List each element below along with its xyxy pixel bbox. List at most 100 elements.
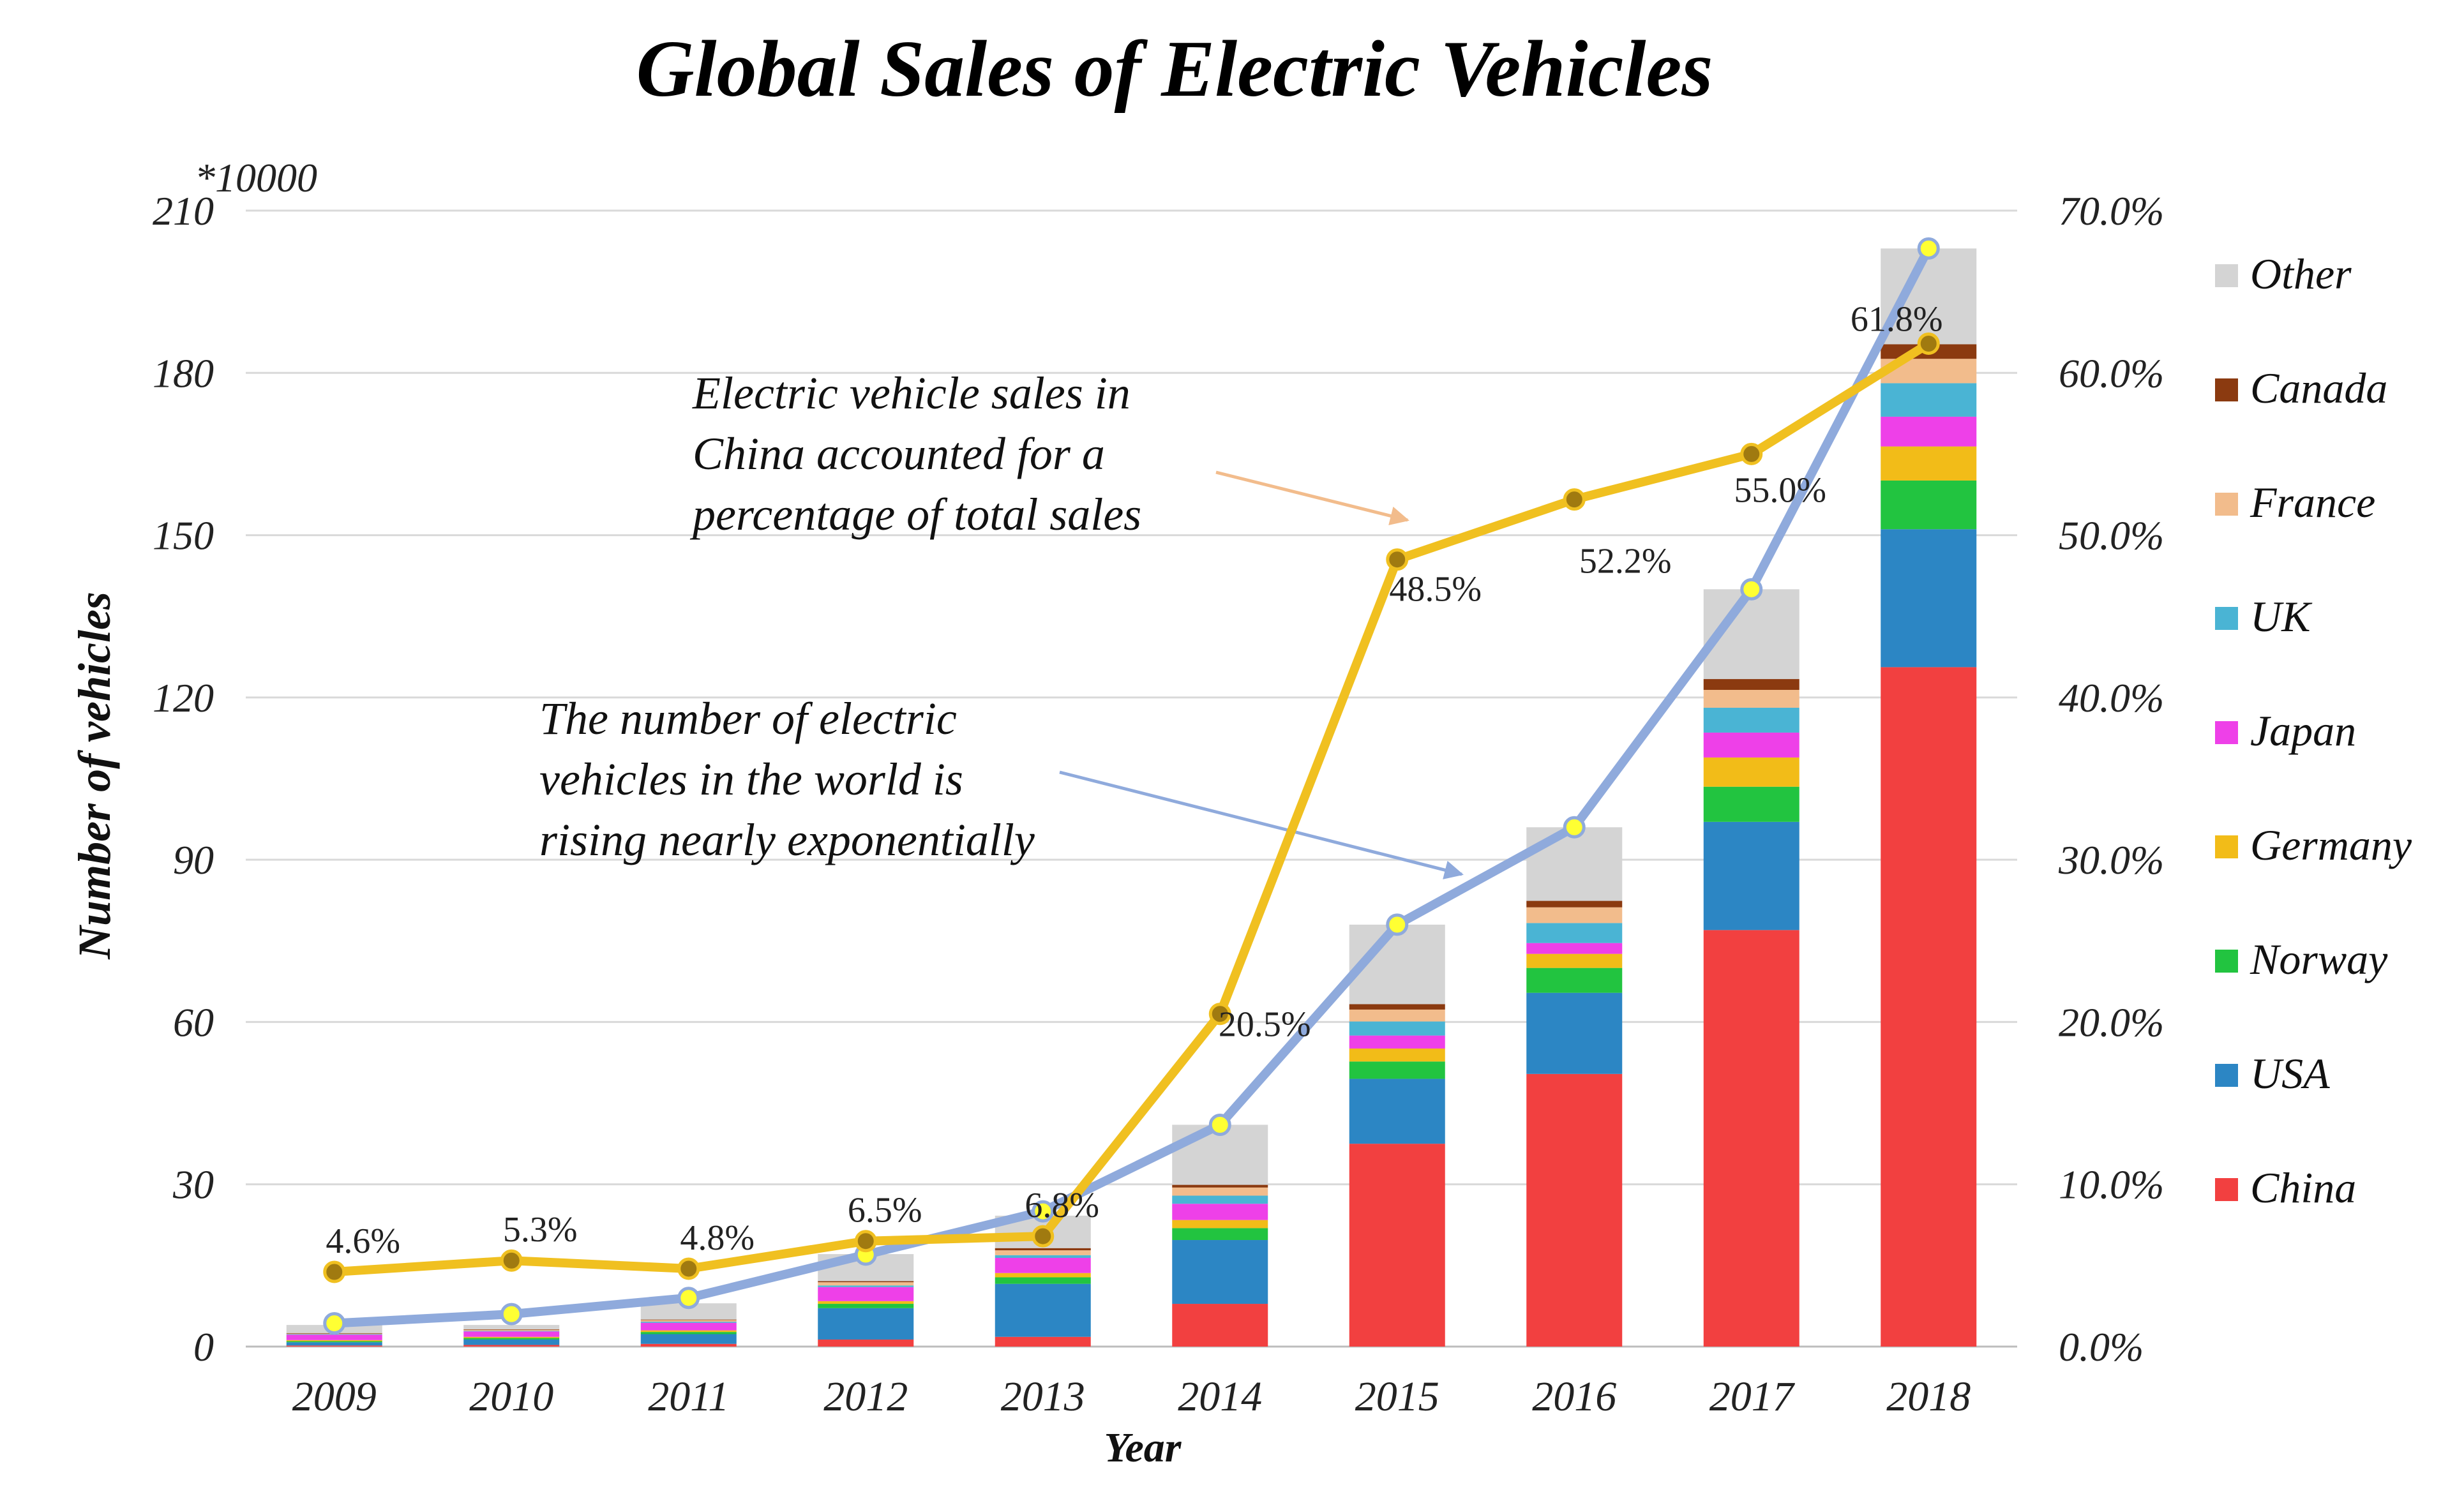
- marker-china-share-of-total-sales-2016: [1563, 488, 1586, 511]
- legend-label-france: France: [2250, 478, 2375, 527]
- bar-canada-2017: [1703, 679, 1799, 690]
- bar-canada-2015: [1349, 1004, 1445, 1010]
- bar-germany-2009: [286, 1340, 382, 1341]
- bar-uk-2013: [995, 1255, 1091, 1258]
- marker-total-ev-sales-2018: [1917, 237, 1940, 260]
- legend-label-canada: Canada: [2250, 364, 2387, 412]
- legend-label-japan: Japan: [2250, 706, 2356, 755]
- bar-germany-2014: [1172, 1220, 1268, 1229]
- bar-other-2016: [1526, 827, 1623, 901]
- bar-france-2017: [1703, 689, 1799, 708]
- line-china-share-of-total-sales: [329, 339, 1934, 1277]
- x-tick-2014: 2014: [1178, 1373, 1262, 1420]
- bar-japan-2016: [1526, 943, 1623, 954]
- data-label-2018: 61.8%: [1851, 300, 1943, 340]
- legend-label-china: China: [2250, 1163, 2356, 1212]
- bar-japan-2017: [1703, 732, 1799, 758]
- bar-china-2012: [818, 1339, 914, 1347]
- bar-germany-2015: [1349, 1048, 1445, 1062]
- bar-france-2012: [818, 1282, 914, 1286]
- x-tick-2011: 2011: [648, 1373, 729, 1420]
- marker-china-share-of-total-sales-2015: [1386, 548, 1409, 571]
- bar-japan-2015: [1349, 1035, 1445, 1049]
- legend-swatch-china: [2215, 1178, 2238, 1201]
- bar-germany-2017: [1703, 757, 1799, 787]
- marker-china-share-of-total-sales-2012: [854, 1230, 877, 1253]
- bar-usa-2016: [1526, 992, 1623, 1074]
- bar-france-2013: [995, 1250, 1091, 1255]
- y2-tick-20-0-: 20.0%: [2059, 999, 2164, 1045]
- data-label-2013: 6.8%: [1025, 1186, 1099, 1225]
- bar-germany-2013: [995, 1273, 1091, 1278]
- legend-label-uk: UK: [2250, 592, 2313, 641]
- data-label-2014: 20.5%: [1219, 1005, 1311, 1045]
- legend-label-germany: Germany: [2250, 821, 2412, 869]
- bar-uk-2016: [1526, 923, 1623, 943]
- bar-china-2011: [640, 1343, 737, 1347]
- annotations: Electric vehicle sales in China accounte…: [539, 368, 1464, 879]
- marker-china-share-of-total-sales-2009: [323, 1260, 346, 1283]
- data-label-2009: 4.6%: [326, 1221, 400, 1261]
- bar-norway-2017: [1703, 786, 1799, 822]
- marker-total-ev-sales-2014: [1208, 1113, 1231, 1136]
- bar-china-2013: [995, 1336, 1091, 1347]
- bar-france-2016: [1526, 907, 1623, 923]
- bar-china-2017: [1703, 930, 1799, 1347]
- data-label-2012: 6.5%: [848, 1191, 922, 1230]
- bar-china-2016: [1526, 1073, 1623, 1347]
- bar-uk-2012: [818, 1285, 914, 1287]
- x-tick-2010: 2010: [469, 1373, 553, 1420]
- bar-norway-2012: [818, 1304, 914, 1308]
- bar-norway-2010: [463, 1338, 560, 1340]
- bar-germany-2018: [1881, 446, 1977, 481]
- annotation-china-share-arrow: [1215, 470, 1409, 526]
- bar-germany-2012: [818, 1301, 914, 1304]
- marker-total-ev-sales-2009: [323, 1312, 346, 1335]
- bar-other-2010: [463, 1325, 560, 1329]
- legend-label-norway: Norway: [2250, 935, 2388, 983]
- y-tick-180: 180: [153, 350, 214, 396]
- data-label-2017: 55.0%: [1734, 470, 1826, 510]
- bar-japan-2013: [995, 1257, 1091, 1273]
- data-label-2016: 52.2%: [1579, 542, 1672, 581]
- marker-china-share-of-total-sales-2014: [1208, 1003, 1231, 1026]
- x-tick-2012: 2012: [823, 1373, 908, 1420]
- bar-japan-2012: [818, 1287, 914, 1301]
- bar-canada-2013: [995, 1248, 1091, 1251]
- annotation-china-share-line-2: China accounted for a: [693, 428, 1105, 479]
- legend-swatch-norway: [2215, 950, 2238, 973]
- marker-total-ev-sales-2017: [1740, 578, 1763, 601]
- bar-other-2018: [1881, 248, 1977, 345]
- bar-norway-2016: [1526, 967, 1623, 993]
- y2-tick-10-0-: 10.0%: [2059, 1162, 2164, 1207]
- bar-china-2009: [286, 1345, 382, 1347]
- y-tick-0: 0: [193, 1324, 214, 1370]
- bar-uk-2015: [1349, 1021, 1445, 1036]
- bar-usa-2012: [818, 1308, 914, 1340]
- bar-japan-2009: [286, 1334, 382, 1340]
- bar-uk-2017: [1703, 707, 1799, 733]
- bar-uk-2018: [1881, 383, 1977, 417]
- annotation-world-total: The number of electric vehicles in the w…: [539, 693, 1464, 879]
- marker-total-ev-sales-2016: [1563, 816, 1586, 839]
- data-label-2011: 4.8%: [680, 1218, 755, 1258]
- y-tick-120: 120: [153, 675, 214, 721]
- data-label-2010: 5.3%: [503, 1210, 578, 1250]
- bar-canada-2012: [818, 1281, 914, 1283]
- bar-norway-2009: [286, 1341, 382, 1343]
- x-tick-2018: 2018: [1886, 1373, 1971, 1420]
- annotation-china-share: Electric vehicle sales in China accounte…: [689, 368, 1409, 540]
- annotation-world-total-line-2: vehicles in the world is: [539, 754, 963, 805]
- marker-china-share-of-total-sales-2010: [500, 1249, 523, 1272]
- bar-china-2018: [1881, 667, 1977, 1347]
- x-tick-2015: 2015: [1355, 1373, 1439, 1420]
- legend-swatch-uk: [2215, 607, 2238, 630]
- bar-uk-2014: [1172, 1195, 1268, 1204]
- legend-label-usa: USA: [2250, 1049, 2330, 1098]
- y2-axis-ticks: 0.0% 10.0% 20.0% 30.0% 40.0% 50.0% 60.0% 70.0%: [2058, 188, 2164, 1370]
- annotation-world-total-line-3: rising nearly exponentially: [539, 814, 1035, 865]
- line-total-ev-sales: [329, 244, 1934, 1328]
- x-tick-2016: 2016: [1532, 1373, 1616, 1420]
